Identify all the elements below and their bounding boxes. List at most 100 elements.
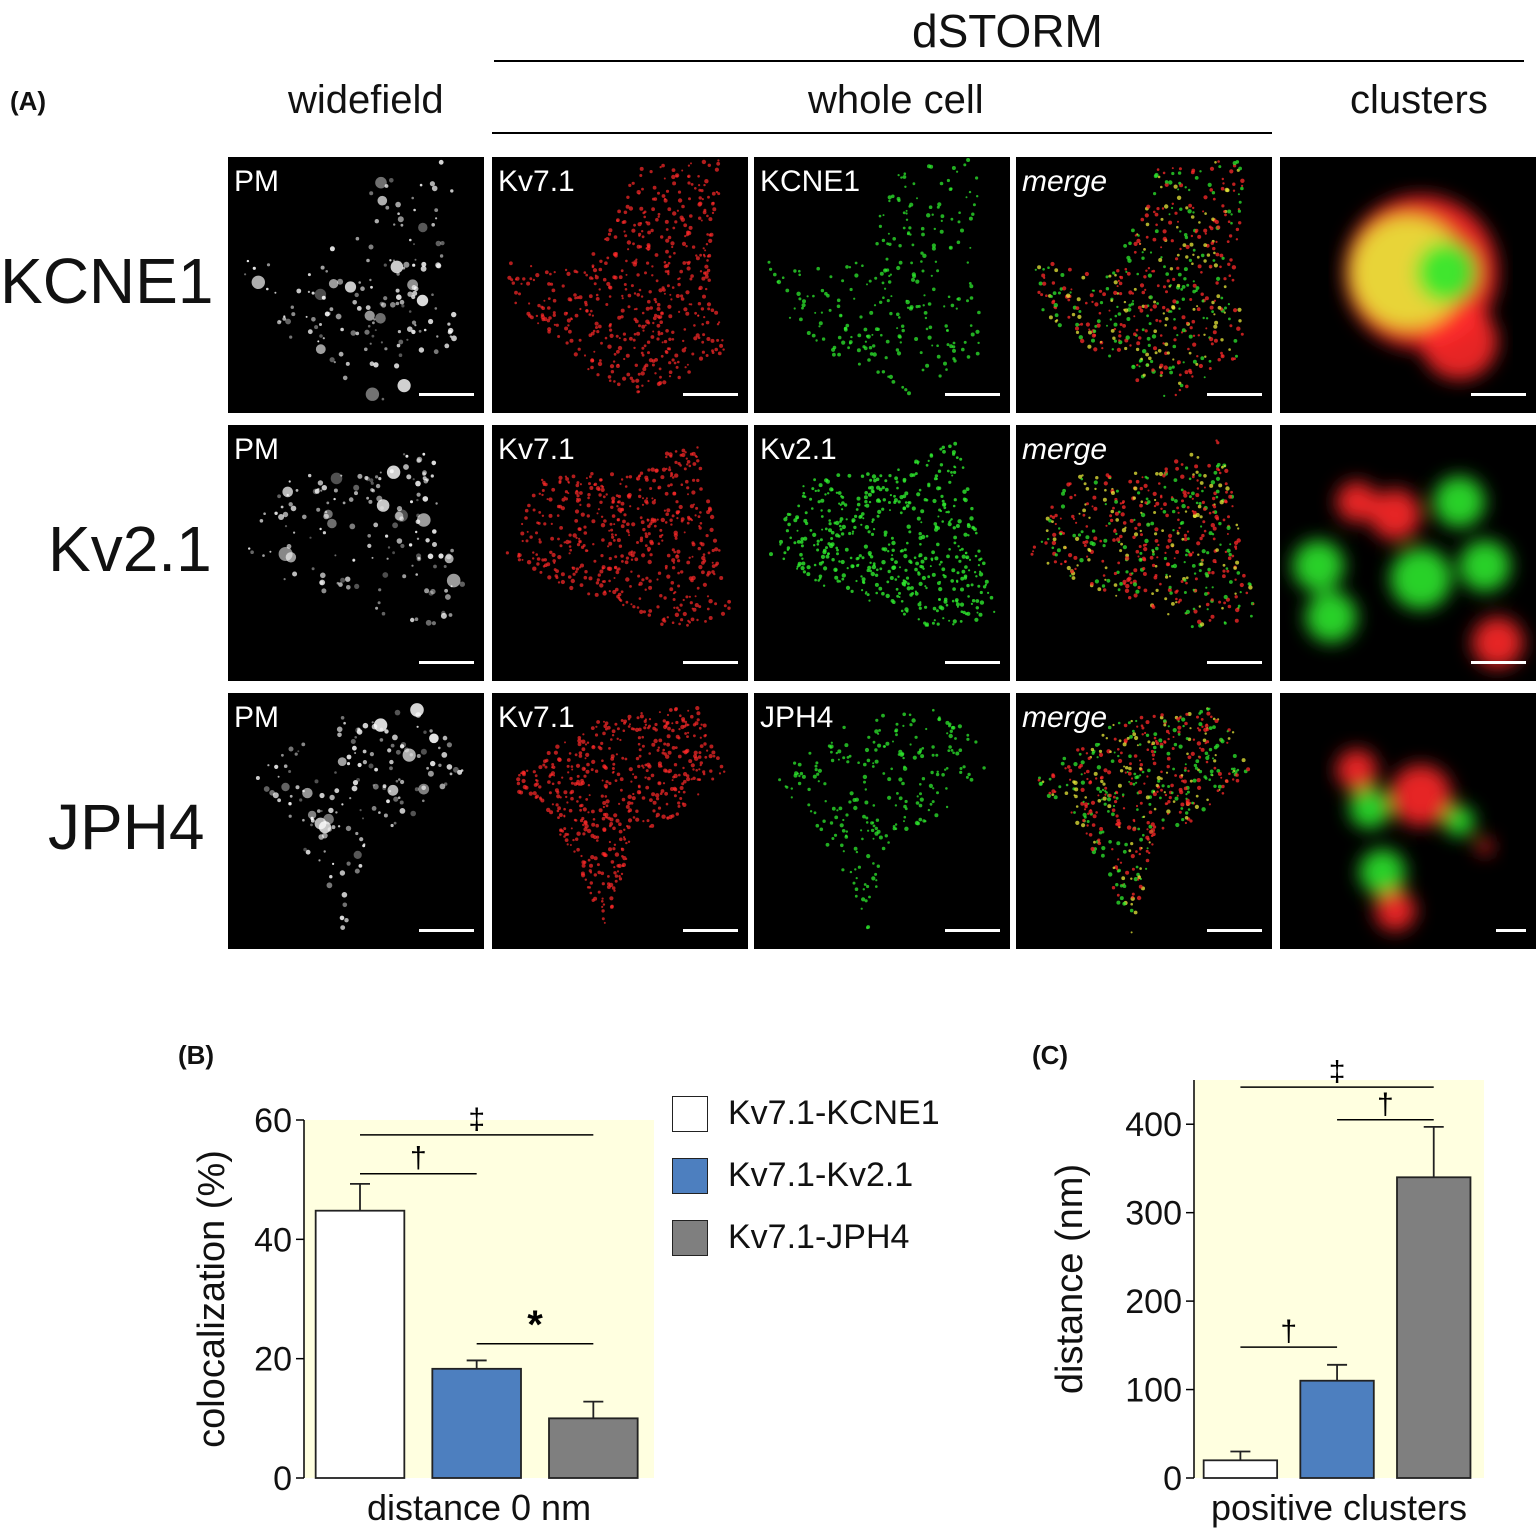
localization-dot xyxy=(327,518,337,529)
localization-dot xyxy=(943,244,945,246)
localization-dot xyxy=(619,738,622,742)
localization-dot xyxy=(801,325,803,327)
localization-dot xyxy=(636,716,640,720)
localization-dot xyxy=(1216,294,1221,299)
localization-dot xyxy=(1141,733,1144,736)
localization-dot xyxy=(809,810,813,813)
localization-dot xyxy=(421,261,427,267)
localization-dot xyxy=(802,570,806,574)
localization-dot xyxy=(327,311,331,316)
localization-dot xyxy=(1114,500,1118,504)
localization-dot xyxy=(958,559,962,563)
localization-dot xyxy=(395,288,400,293)
localization-dot xyxy=(717,192,721,196)
localization-dot xyxy=(1179,383,1184,388)
localization-dot xyxy=(1063,545,1067,550)
localization-dot xyxy=(618,822,622,826)
localization-dot xyxy=(1156,284,1160,288)
localization-dot xyxy=(659,375,662,379)
localization-dot xyxy=(341,892,348,898)
localization-dot xyxy=(889,494,892,497)
localization-dot xyxy=(398,353,403,357)
localization-dot xyxy=(690,763,695,768)
localization-dot xyxy=(836,809,839,812)
localization-dot xyxy=(871,564,877,570)
localization-dot xyxy=(800,798,804,802)
localization-dot xyxy=(548,774,552,778)
localization-dot xyxy=(538,765,543,770)
localization-dot xyxy=(1151,334,1157,339)
localization-dot xyxy=(1166,279,1170,283)
localization-dot xyxy=(608,285,612,289)
localization-dot xyxy=(643,365,647,368)
localization-dot xyxy=(918,803,923,808)
localization-dot xyxy=(968,200,970,202)
localization-dot xyxy=(1223,601,1226,605)
localization-dot xyxy=(1122,521,1127,525)
localization-dot xyxy=(1207,463,1211,468)
localization-dot xyxy=(599,478,603,482)
localization-dot xyxy=(841,829,846,833)
localization-dot xyxy=(972,307,975,310)
localization-dot xyxy=(845,298,847,300)
localization-dot xyxy=(596,863,600,867)
localization-dot xyxy=(1139,551,1143,555)
localization-dot xyxy=(871,333,874,336)
localization-dot xyxy=(1125,870,1130,875)
localization-dot xyxy=(684,366,687,369)
localization-dot xyxy=(396,294,402,300)
localization-dot xyxy=(1104,566,1108,570)
localization-dot xyxy=(691,352,695,356)
localization-dot xyxy=(651,265,654,268)
localization-dot xyxy=(928,325,933,330)
localization-dot xyxy=(1216,441,1220,445)
localization-dot xyxy=(555,323,559,327)
localization-dot xyxy=(389,259,392,262)
localization-dot xyxy=(620,315,624,319)
localization-dot xyxy=(337,825,341,828)
localization-dot xyxy=(382,784,387,789)
localization-dot xyxy=(775,277,778,280)
localization-dot xyxy=(1040,540,1044,543)
localization-dot xyxy=(627,293,632,298)
localization-dot xyxy=(1237,209,1241,213)
localization-dot xyxy=(856,556,860,560)
localization-dot xyxy=(392,551,395,555)
localization-dot xyxy=(568,808,573,813)
localization-dot xyxy=(773,272,777,277)
localization-dot xyxy=(1102,782,1106,786)
localization-dot xyxy=(695,769,698,772)
localization-dot xyxy=(959,710,961,712)
localization-dot xyxy=(622,220,627,224)
localization-dot xyxy=(318,859,321,862)
localization-dot xyxy=(600,741,604,745)
localization-dot xyxy=(1192,588,1195,591)
localization-dot xyxy=(696,478,700,483)
localization-dot xyxy=(1194,176,1199,180)
localization-dot xyxy=(352,745,357,751)
localization-dot xyxy=(814,764,818,768)
localization-dot xyxy=(664,564,668,568)
localization-dot xyxy=(1144,304,1148,309)
localization-dot xyxy=(323,509,333,519)
localization-dot xyxy=(646,340,651,344)
localization-dot xyxy=(340,474,343,477)
localization-dot xyxy=(1172,767,1175,771)
localization-dot xyxy=(457,769,463,775)
localization-dot xyxy=(673,550,676,554)
localization-dot xyxy=(679,464,682,467)
localization-dot xyxy=(1042,281,1047,286)
localization-dot xyxy=(875,291,879,295)
localization-dot xyxy=(640,295,644,298)
localization-dot xyxy=(1222,569,1226,573)
localization-dot xyxy=(647,299,651,304)
localization-dot xyxy=(862,774,868,780)
localization-dot xyxy=(250,550,254,554)
localization-dot xyxy=(305,849,311,855)
localization-dot xyxy=(1123,723,1128,728)
localization-dot xyxy=(1237,527,1240,530)
localization-dot xyxy=(566,843,569,846)
localization-dot xyxy=(1057,323,1062,328)
localization-dot xyxy=(1223,464,1226,468)
localization-dot xyxy=(551,552,556,558)
